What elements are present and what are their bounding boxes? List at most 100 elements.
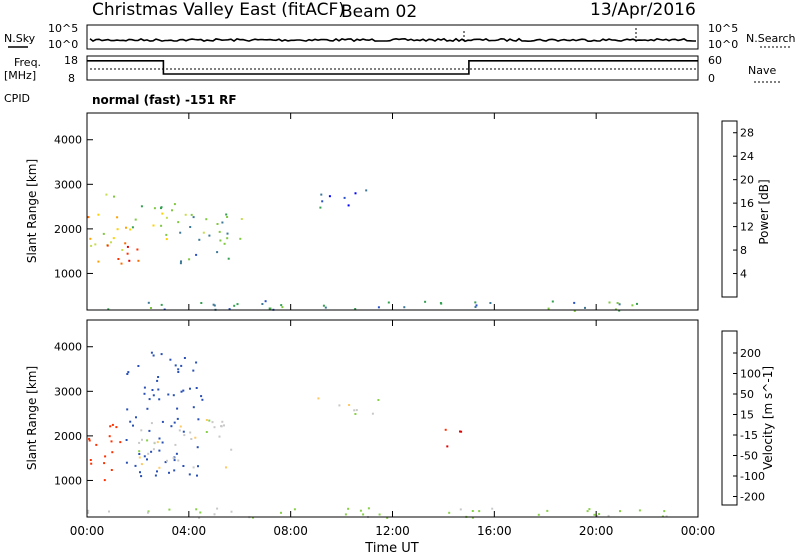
range-cell [200, 395, 203, 398]
range-cell [87, 509, 90, 512]
range-cell [216, 223, 219, 225]
range-cell [110, 440, 113, 443]
range-cell [134, 464, 137, 467]
range-cell [119, 441, 122, 444]
range-cell [157, 388, 160, 391]
range-cell [143, 386, 146, 389]
range-cell [205, 419, 208, 421]
range-cell [160, 206, 163, 209]
range-cell [638, 509, 641, 512]
power-scatter-marks [87, 189, 638, 312]
range-cell [125, 439, 128, 441]
range-cell [197, 418, 200, 421]
range-cell [221, 420, 224, 423]
range-cell [113, 195, 115, 198]
range-cell [177, 221, 180, 224]
range-cell [188, 258, 191, 261]
range-cell [90, 244, 93, 247]
range-cell [126, 245, 129, 248]
x-tick-label: 08:00 [273, 524, 308, 538]
range-cell [586, 510, 589, 513]
range-cell [320, 193, 323, 196]
range-cell [170, 425, 173, 428]
velocity-panel: 1000 2000 3000 4000 Slant Range [km] 200 100… [25, 113, 775, 554]
range-cell [189, 226, 192, 228]
range-cell [208, 419, 211, 422]
range-cell [179, 425, 182, 428]
range-cell [150, 351, 153, 354]
range-cell [158, 398, 161, 401]
range-cell [208, 234, 211, 237]
power-colorbar: 4 8 12 16 20 24 28 [721, 120, 754, 298]
range-cell [103, 462, 106, 465]
velocity-y-ticks: 1000 2000 3000 4000 [54, 341, 93, 487]
range-cell [108, 510, 110, 513]
range-cell [192, 369, 195, 372]
colorbar-tick-label: -100 [740, 470, 765, 483]
range-cell [354, 413, 357, 415]
range-cell [618, 309, 621, 312]
range-cell [338, 404, 341, 407]
range-cell [135, 416, 137, 419]
range-cell [221, 221, 224, 224]
range-cell [377, 306, 380, 309]
range-cell [614, 308, 617, 311]
range-cell [354, 192, 357, 195]
range-cell [619, 510, 621, 513]
range-cell [223, 242, 226, 245]
range-cell [173, 459, 176, 462]
x-tick-label: 20:00 [579, 524, 614, 538]
range-cell [328, 195, 331, 198]
range-cell [264, 300, 267, 303]
range-cell [116, 216, 119, 219]
range-cell [146, 407, 149, 410]
range-cell [230, 448, 233, 451]
range-cell [226, 237, 229, 240]
colorbar-tick-label: 24 [740, 150, 754, 163]
power-y-ticks: 1000 2000 3000 4000 [54, 134, 93, 280]
range-cell [164, 461, 167, 464]
x-tick-label: 16:00 [477, 524, 512, 538]
range-cell [180, 260, 182, 263]
range-cell [87, 216, 90, 219]
frequency-panel-frame [86, 55, 699, 81]
range-cell [104, 455, 107, 458]
range-cell [111, 451, 114, 454]
range-cell [89, 237, 92, 240]
nsky-tick-top: 10^5 [48, 22, 78, 35]
range-cell [281, 306, 284, 309]
range-cell [120, 262, 123, 265]
frequency-panel: Freq. [MHz] 18 8 60 0 Nave [4, 54, 780, 85]
range-cell [150, 450, 153, 453]
range-cell [147, 511, 149, 514]
range-cell [213, 304, 216, 307]
range-cell [174, 443, 177, 446]
range-cell [201, 398, 204, 401]
range-cell [152, 354, 155, 357]
range-cell [280, 304, 283, 307]
range-cell [189, 387, 191, 390]
range-cell [200, 302, 203, 304]
range-cell [147, 510, 150, 513]
range-cell [226, 216, 229, 218]
range-cell [129, 228, 132, 231]
range-cell [102, 232, 105, 235]
beam-label: Beam 02 [341, 2, 417, 22]
range-cell [97, 260, 100, 263]
range-cell [165, 238, 168, 241]
range-cell [347, 507, 350, 510]
range-cell [387, 301, 390, 304]
range-cell [223, 424, 225, 427]
range-cell [125, 461, 128, 464]
range-cell [152, 448, 155, 451]
range-cell [140, 463, 143, 466]
nsky-tick-bottom: 10^0 [48, 38, 78, 51]
range-cell [125, 226, 127, 229]
range-cell [489, 302, 492, 304]
range-cell [344, 513, 347, 516]
x-tick-label: 00:00 [70, 524, 105, 538]
power-colorbar-label: Power [dB] [757, 179, 771, 244]
range-cell [362, 513, 365, 516]
range-cell [573, 309, 576, 312]
range-cell [177, 371, 180, 373]
